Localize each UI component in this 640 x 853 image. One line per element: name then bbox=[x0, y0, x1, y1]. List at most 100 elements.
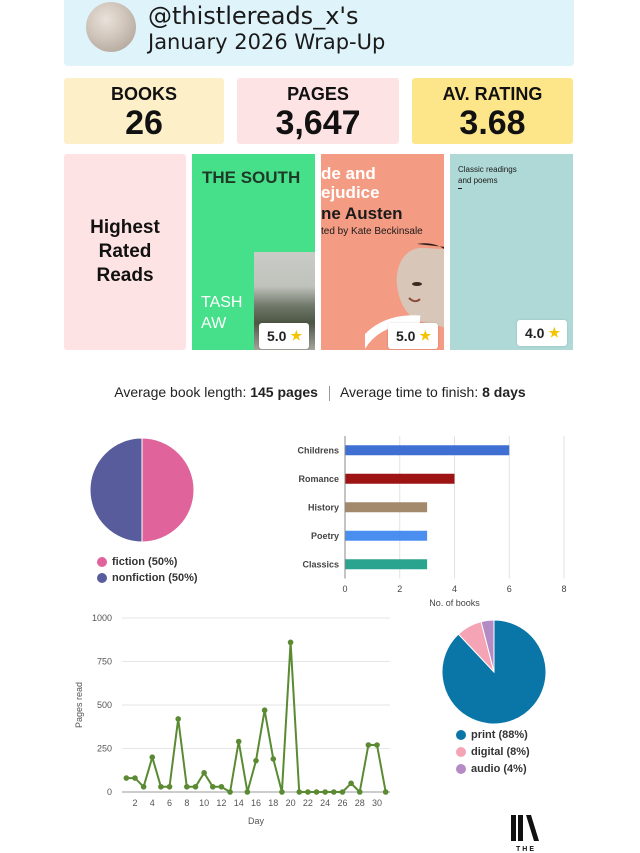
cover-author: ne Austen bbox=[321, 204, 403, 223]
x-tick-label: 8 bbox=[184, 798, 189, 808]
data-point bbox=[253, 757, 259, 764]
data-point bbox=[305, 789, 311, 795]
legend-swatch bbox=[97, 573, 107, 583]
cover-portrait-art bbox=[365, 243, 444, 350]
data-point bbox=[382, 789, 389, 795]
bar-classics bbox=[345, 559, 428, 570]
x-tick-label: 14 bbox=[234, 798, 244, 808]
data-point bbox=[175, 716, 181, 722]
separator bbox=[328, 385, 330, 401]
cover-title-line: de and bbox=[321, 164, 376, 183]
data-point bbox=[166, 783, 173, 790]
data-point bbox=[158, 783, 164, 790]
category-label: Childrens bbox=[297, 445, 339, 455]
data-point bbox=[201, 770, 207, 776]
legend-item-digital: digital (8%) bbox=[456, 746, 530, 758]
format-pie-chart bbox=[441, 619, 547, 725]
data-point bbox=[192, 783, 199, 790]
data-point bbox=[140, 783, 147, 790]
data-point bbox=[244, 789, 251, 795]
legend-swatch bbox=[456, 730, 466, 740]
data-point bbox=[227, 789, 233, 795]
data-point bbox=[261, 707, 268, 714]
rating-badge: 5.0 ★ bbox=[388, 323, 439, 349]
data-point bbox=[356, 789, 363, 795]
cover-author: TASH AW bbox=[201, 292, 251, 334]
book-cover-classic-readings[interactable]: Classic readings and poems 4.0 ★ bbox=[450, 154, 573, 350]
data-point bbox=[218, 783, 225, 790]
data-point bbox=[374, 742, 380, 748]
star-icon: ★ bbox=[419, 328, 432, 343]
category-label: Romance bbox=[298, 474, 339, 484]
legend-label: nonfiction (50%) bbox=[112, 572, 198, 584]
cover-note: ted by Kate Beckinsale bbox=[321, 226, 423, 237]
data-point bbox=[296, 789, 303, 795]
legend-item-audio: audio (4%) bbox=[456, 763, 527, 775]
logo-text: THE bbox=[516, 846, 536, 853]
x-tick-label: 6 bbox=[507, 584, 512, 594]
data-point bbox=[270, 756, 277, 762]
bar-childrens bbox=[345, 445, 510, 456]
stat-value-pages: 3,647 bbox=[275, 104, 361, 142]
data-point bbox=[339, 789, 346, 795]
cover-text-line: and poems bbox=[458, 176, 498, 185]
x-tick-label: 24 bbox=[320, 798, 330, 808]
x-tick-label: 4 bbox=[452, 584, 457, 594]
x-tick-label: 2 bbox=[397, 584, 402, 594]
data-point bbox=[348, 780, 354, 787]
avg-time-label: Average time to finish: bbox=[339, 384, 479, 400]
legend-label: audio (4%) bbox=[471, 763, 527, 775]
x-tick-label: 2 bbox=[132, 798, 137, 808]
x-tick-label: 6 bbox=[167, 798, 172, 808]
rating-value: 4.0 bbox=[525, 325, 545, 341]
bar-poetry bbox=[345, 530, 428, 541]
cover-dash bbox=[458, 188, 462, 189]
stat-card-pages: PAGES 3,647 bbox=[237, 78, 399, 144]
star-icon: ★ bbox=[548, 325, 561, 340]
x-tick-label: 8 bbox=[561, 584, 566, 594]
genre-bar-chart: 0 2 4 6 8 Childrens Romance History Poetry Classi… bbox=[297, 436, 567, 608]
data-point bbox=[287, 639, 294, 646]
cover-text-line: Classic readings bbox=[458, 165, 517, 174]
y-tick-label: 500 bbox=[97, 700, 112, 710]
book-cover-the-south[interactable]: THE SOUTH TASH AW 5.0 ★ bbox=[192, 154, 315, 350]
y-axis-label: Pages read bbox=[74, 682, 84, 728]
data-point bbox=[149, 754, 156, 760]
cover-title-line: ejudice bbox=[321, 183, 380, 202]
legend-item-fiction: fiction (50%) bbox=[97, 556, 177, 568]
legend-label: print (88%) bbox=[471, 729, 528, 741]
rating-value: 5.0 bbox=[267, 328, 287, 344]
book-cover-pride-and-prejudice[interactable]: de and ejudice ne Austen ted by Kate Bec… bbox=[321, 154, 444, 350]
y-tick-label: 250 bbox=[97, 744, 112, 754]
x-tick-label: 4 bbox=[150, 798, 155, 808]
stat-card-books: BOOKS 26 bbox=[64, 78, 224, 144]
pie-slice-2 bbox=[480, 619, 495, 673]
cover-title: THE SOUTH bbox=[202, 168, 301, 187]
data-point bbox=[365, 742, 372, 748]
rating-badge: 5.0 ★ bbox=[259, 323, 310, 349]
cover-author-line: TASH bbox=[201, 294, 243, 311]
stat-label-books: BOOKS bbox=[110, 84, 177, 104]
bar-history bbox=[345, 502, 428, 513]
data-point bbox=[235, 738, 242, 745]
rating-badge: 4.0 ★ bbox=[517, 320, 568, 346]
data-point bbox=[322, 789, 328, 795]
data-point bbox=[123, 775, 130, 781]
averages-line: Average book length: 145 pages Average t… bbox=[0, 384, 640, 401]
highest-rated-label: Highest Rated Reads bbox=[90, 217, 160, 286]
logo-bar bbox=[526, 815, 539, 841]
legend-item-print: print (88%) bbox=[456, 729, 528, 741]
x-tick-label: 12 bbox=[216, 798, 226, 808]
data-point bbox=[132, 775, 138, 781]
data-point bbox=[209, 783, 216, 790]
x-tick-label: 26 bbox=[337, 798, 347, 808]
avatar[interactable] bbox=[86, 2, 136, 52]
rating-value: 5.0 bbox=[396, 328, 416, 344]
avg-length-value: 145 pages bbox=[250, 384, 318, 400]
legend-label: digital (8%) bbox=[471, 746, 530, 758]
x-axis-label: Day bbox=[248, 816, 265, 826]
x-tick-label: 16 bbox=[251, 798, 261, 808]
category-label: Classics bbox=[302, 559, 339, 569]
avg-length-label: Average book length: bbox=[114, 384, 247, 400]
legend-swatch bbox=[456, 747, 466, 757]
